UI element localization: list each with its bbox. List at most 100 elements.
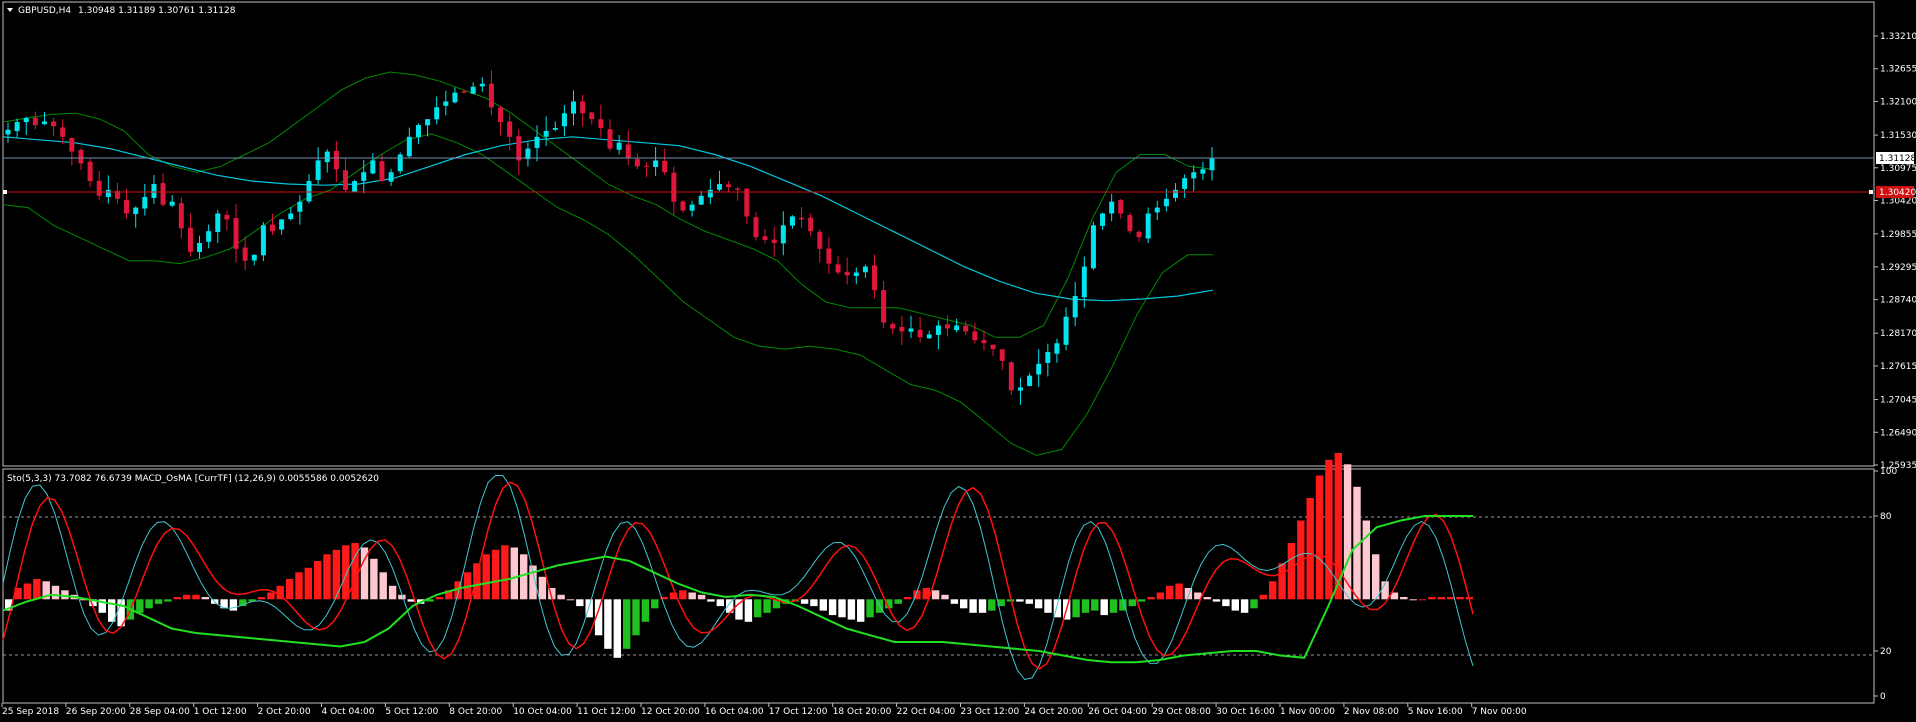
osma-bar [510,547,518,600]
candle-body [96,180,102,196]
candle-body [1136,231,1142,238]
candle-body [333,150,339,170]
osma-bar [1297,520,1305,600]
osma-bar [1400,597,1408,600]
osma-bar [651,599,659,609]
osma-bar [201,597,209,600]
stochastic-signal-line [2,481,1474,670]
osma-bar [960,599,968,609]
price-tick-label: 1.28170 [1880,329,1916,339]
osma-bar [969,599,977,613]
osma-bar [857,599,865,622]
candle-body [288,213,294,220]
osma-bar [51,585,60,600]
time-label: 29 Oct 08:00 [1152,707,1211,717]
osma-bar [866,599,874,618]
time-label: 1 Oct 12:00 [194,707,247,717]
osma-bar [1100,599,1108,616]
osma-bar [145,599,153,609]
candlesticks [5,70,1215,405]
candle-body [552,127,558,130]
candle-body [707,189,713,198]
osma-bar [632,599,640,636]
price-tick-label: 1.25935 [1880,461,1916,471]
candle-body [215,213,221,233]
price-tick-label: 1.31530 [1880,131,1916,141]
price-pane[interactable]: GBPUSD,H4 1.30948 1.31189 1.30761 1.3112… [2,1,1916,471]
osma-bar [454,581,462,600]
osma-bar [173,597,181,600]
candle-body [908,328,914,332]
candle-body [808,217,814,232]
osma-bar [520,554,528,600]
osma-bar [1269,581,1277,600]
osma-bar [1222,599,1230,607]
red-line-left-handle[interactable] [3,190,7,194]
osma-bar [1091,599,1099,611]
time-axis[interactable]: 25 Sep 2018 26 Sep 20:00 28 Sep 04:00 1 Oct… [1,703,1527,717]
osma-bar [89,599,97,607]
osma-bar [164,599,172,602]
candle-body [270,224,276,232]
osma-bar [1250,599,1258,609]
candle-body [981,339,987,344]
osma-bar [772,599,781,609]
candle-body [151,184,157,198]
candle-body [306,181,312,202]
candle-body [680,201,686,211]
candle-body [1017,387,1023,391]
osma-bar [1456,597,1464,600]
candle-body [197,242,203,253]
candle-body [279,219,285,230]
time-label: 5 Oct 12:00 [385,707,438,717]
candle-body [826,248,832,264]
time-label: 26 Sep 20:00 [66,707,126,717]
candle-body [561,113,567,127]
ohlc-values: 1.30948 1.31189 1.30761 1.31128 [78,6,236,16]
candle-body [671,172,677,202]
osma-bar [1016,599,1024,602]
candle-body [844,271,850,276]
osma-bar [435,597,444,600]
candle-body [1182,178,1188,189]
price-tick-label: 1.32100 [1880,97,1916,107]
osma-bar [1231,599,1239,611]
osma-bar [351,543,359,600]
osma-bar [1025,599,1033,604]
candle-body [634,159,640,167]
osma-bar [707,599,715,602]
osma-bar [688,592,696,600]
red-line-right-handle[interactable] [1869,190,1873,194]
price-axis[interactable]: 1.33210 1.32655 1.32100 1.31530 1.30975 1.304… [1874,32,1916,471]
osma-bar [398,594,406,600]
osma-bar [323,554,331,600]
osma-bar [295,572,303,600]
candle-body [744,188,750,217]
osma-bar [342,545,350,600]
indicator-pane[interactable]: Sto(5,3,3) 73.7082 76.6739 MACD_OsMA [Cu… [2,453,1897,704]
osma-bar [1372,554,1380,600]
osma-bar [1278,563,1286,600]
indicator-header: Sto(5,3,3) 73.7082 76.6739 MACD_OsMA [Cu… [7,474,379,484]
osma-bar [679,590,687,600]
chart-menu-triangle-icon[interactable] [7,8,13,12]
price-tick-label: 1.27615 [1880,362,1916,372]
candle-body [452,92,458,103]
time-label: 28 Sep 04:00 [130,707,190,717]
candle-body [1154,207,1160,213]
indicator-axis[interactable]: 100 80 20 0 [1874,467,1897,702]
candle-body [461,91,467,93]
osma-bar [1325,459,1333,600]
osma-bar [1175,583,1183,600]
candle-body [160,183,166,205]
osma-bar [941,594,949,600]
time-label: 12 Oct 20:00 [641,707,700,717]
candle-body [470,86,476,94]
candle-body [23,117,29,123]
candle-body [653,160,659,168]
time-label: 4 Oct 04:00 [322,707,375,717]
candle-body [616,142,622,150]
candle-body [525,148,531,160]
osma-bar [922,588,930,600]
